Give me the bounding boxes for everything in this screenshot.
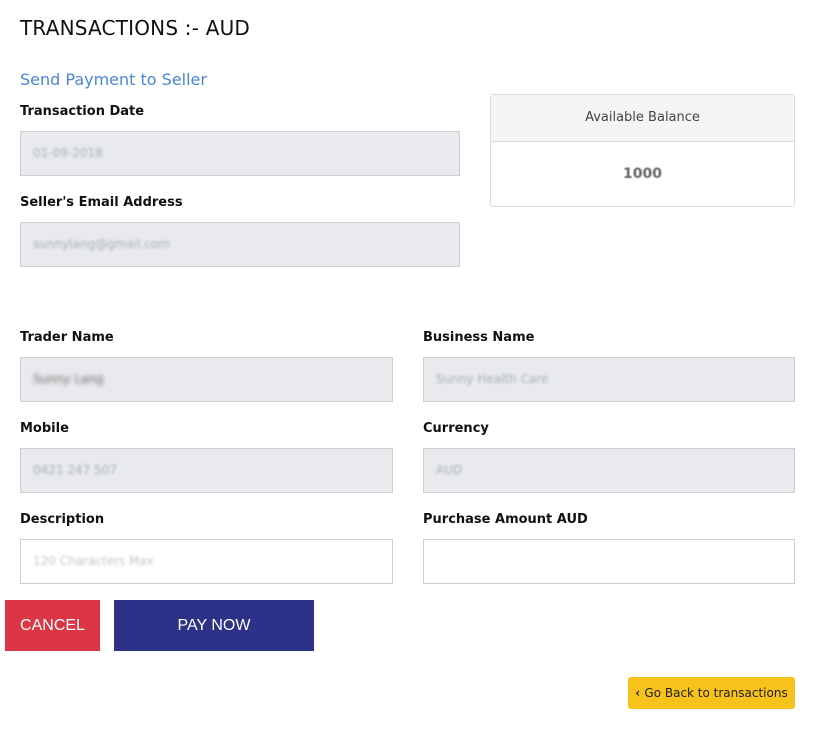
go-back-button[interactable]: ‹ Go Back to transactions	[628, 677, 795, 709]
transaction-date-value: 01-09-2018	[33, 146, 103, 160]
description-label: Description	[20, 512, 105, 527]
section-subtitle: Send Payment to Seller	[20, 70, 207, 89]
description-input[interactable]: 120 Characters Max	[20, 539, 393, 584]
currency-value: AUD	[436, 463, 463, 477]
mobile-field[interactable]: 0421 247 507	[20, 448, 393, 493]
currency-field[interactable]: AUD	[423, 448, 795, 493]
trader-name-value: Sunny Lang	[33, 372, 104, 386]
chevron-left-icon: ‹	[635, 686, 645, 700]
page-title: TRANSACTIONS :- AUD	[20, 16, 251, 40]
transaction-date-field[interactable]: 01-09-2018	[20, 131, 460, 176]
available-balance-value: 1000	[623, 166, 662, 182]
business-name-value: Sunny Health Care	[436, 372, 549, 386]
currency-label: Currency	[423, 421, 489, 436]
business-name-label: Business Name	[423, 330, 535, 345]
trader-name-label: Trader Name	[20, 330, 114, 345]
mobile-value: 0421 247 507	[33, 463, 117, 477]
business-name-field[interactable]: Sunny Health Care	[423, 357, 795, 402]
purchase-amount-input[interactable]	[423, 539, 795, 584]
seller-email-value: sunnylang@gmail.com	[33, 237, 170, 251]
go-back-label: Go Back to transactions	[644, 686, 788, 700]
purchase-amount-label: Purchase Amount AUD	[423, 512, 588, 527]
available-balance-label: Available Balance	[491, 95, 794, 142]
trader-name-field[interactable]: Sunny Lang	[20, 357, 393, 402]
pay-now-button[interactable]: PAY NOW	[114, 600, 314, 651]
seller-email-label: Seller's Email Address	[20, 195, 183, 210]
transaction-date-label: Transaction Date	[20, 104, 145, 119]
mobile-label: Mobile	[20, 421, 69, 436]
description-placeholder: 120 Characters Max	[33, 554, 154, 568]
available-balance-panel: Available Balance 1000	[490, 94, 795, 207]
seller-email-field[interactable]: sunnylang@gmail.com	[20, 222, 460, 267]
cancel-button[interactable]: CANCEL	[5, 600, 100, 651]
